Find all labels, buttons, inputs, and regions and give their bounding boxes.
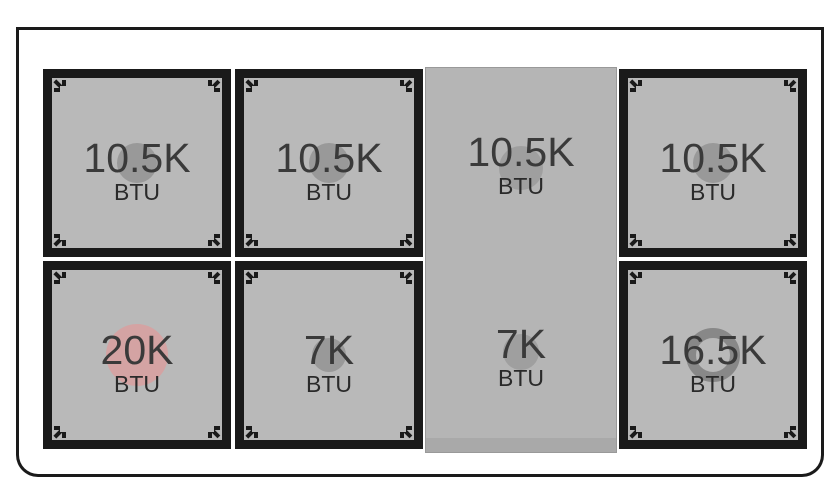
burner-unit: BTU — [252, 181, 406, 204]
griddle-bottom-unit: BTU — [426, 367, 616, 390]
burner-knob-icon — [686, 328, 740, 382]
burner-b3: 10.5KBTU — [619, 69, 807, 257]
burner-knob-icon — [693, 143, 733, 183]
burner-unit: BTU — [60, 181, 214, 204]
burner-unit: BTU — [252, 373, 406, 396]
burner-knob-icon — [106, 324, 168, 386]
burner-b1: 10.5KBTU — [235, 69, 423, 257]
burner-b7: 16.5KBTU — [619, 261, 807, 449]
burner-knob-icon — [117, 143, 157, 183]
cooktop-outline: 10.5KBTU7KBTU10.5KBTU10.5KBTU10.5KBTU20K… — [16, 27, 824, 477]
burner-unit: BTU — [636, 181, 790, 204]
burner-b0: 10.5KBTU — [43, 69, 231, 257]
burner-knob-icon — [309, 143, 349, 183]
burner-b4: 20KBTU — [43, 261, 231, 449]
burner-grid: 10.5KBTU7KBTU10.5KBTU10.5KBTU10.5KBTU20K… — [43, 69, 797, 450]
griddle-knob-top — [499, 146, 543, 190]
burner-b5: 7KBTU — [235, 261, 423, 449]
burner-knob-icon — [312, 338, 346, 372]
griddle-plate: 10.5KBTU7KBTU — [425, 67, 617, 453]
griddle-knob-bottom — [503, 334, 539, 370]
